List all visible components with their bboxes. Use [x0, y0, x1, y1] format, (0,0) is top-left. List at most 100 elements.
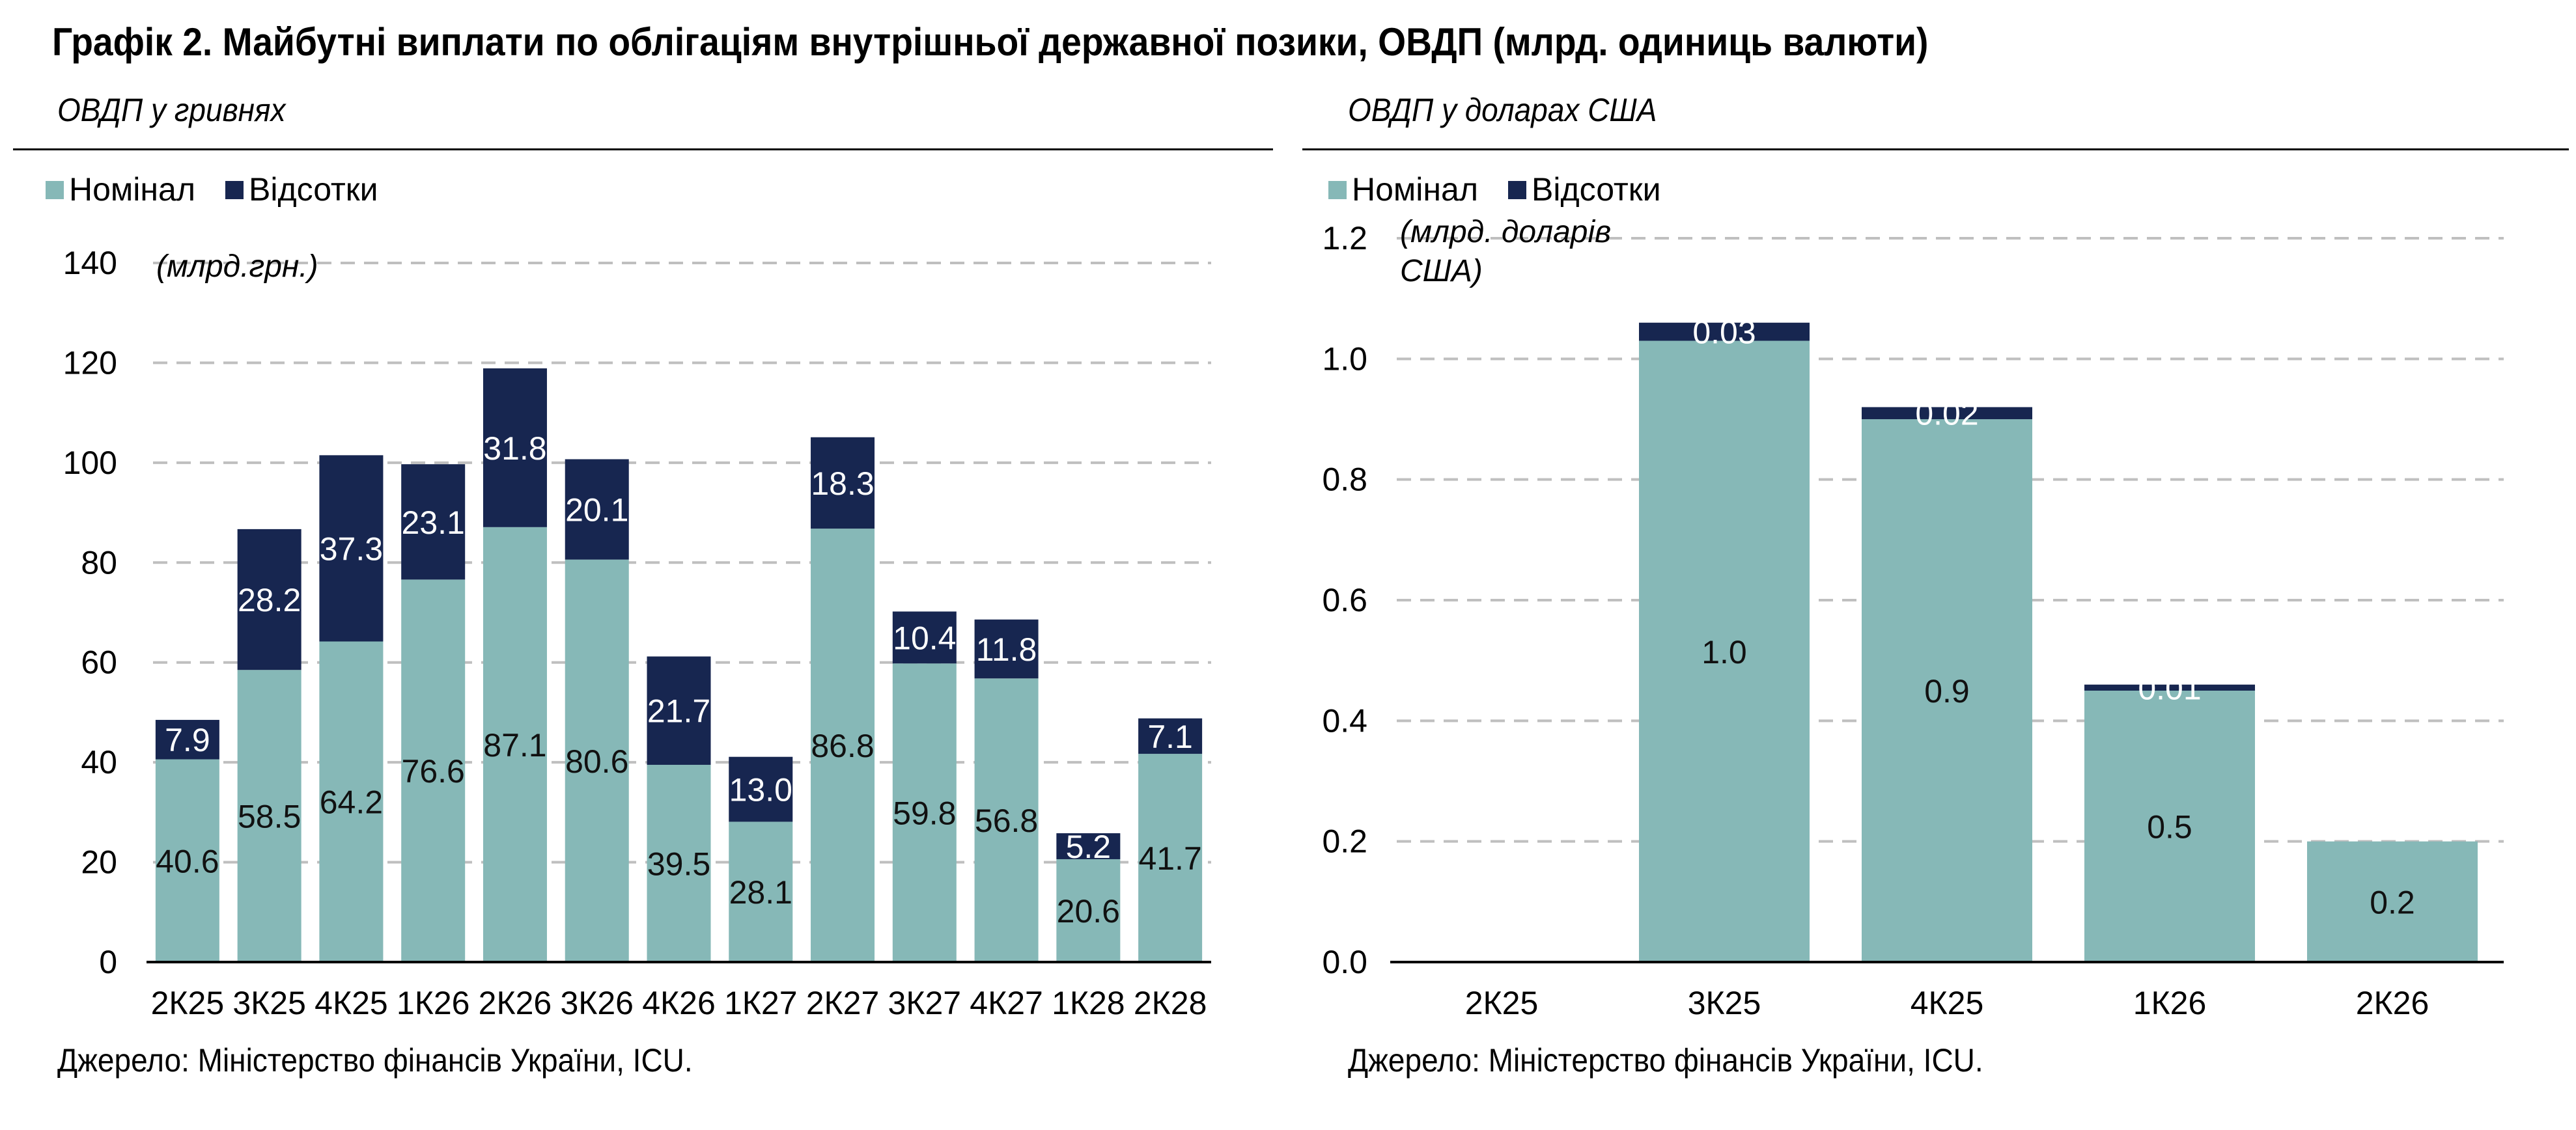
bar-interest — [811, 437, 875, 529]
x-tick-label: 2К27 — [806, 985, 880, 1021]
right-panel-rule — [1302, 148, 2569, 150]
chart-title: Графік 2. Майбутні виплати по облігаціям… — [52, 20, 1929, 64]
data-label-nominal: 41.7 — [1138, 840, 1201, 877]
data-label-interest: 5.2 — [1066, 829, 1112, 865]
bar-nominal — [155, 759, 219, 962]
legend-swatch-nominal — [1328, 181, 1347, 199]
data-label-nominal: 20.6 — [1057, 893, 1120, 930]
y-tick-label: 0.6 — [1322, 582, 1367, 618]
unit-note: (млрд.грн.) — [156, 249, 318, 284]
legend-swatch-nominal — [46, 181, 64, 199]
bar-interest — [892, 611, 957, 664]
y-tick-label: 1.2 — [1322, 220, 1367, 256]
left-panel-rule — [13, 148, 1273, 150]
bar-interest — [237, 529, 301, 670]
y-tick-label: 60 — [81, 644, 117, 681]
bar-nominal — [401, 579, 466, 962]
right-source-note: Джерело: Міністерство фінансів України, … — [1348, 1042, 1983, 1079]
legend-label-nominal: Номінал — [69, 171, 195, 208]
x-tick-label: 2К26 — [479, 985, 552, 1021]
bar-interest — [974, 619, 1039, 679]
bar-nominal — [974, 678, 1039, 962]
bar-interest — [1138, 718, 1203, 754]
x-tick-label: 4К27 — [970, 985, 1043, 1021]
y-tick-label: 0.0 — [1322, 944, 1367, 980]
left-panel-title: ОВДП у гривнях — [57, 92, 286, 128]
bar-interest — [647, 656, 711, 765]
bar-nominal — [2307, 841, 2478, 962]
data-label-interest: 7.9 — [165, 722, 210, 758]
bar-interest — [483, 368, 547, 527]
x-tick-label: 4К25 — [1911, 985, 1984, 1021]
unit-note: (млрд. доларів — [1400, 215, 1611, 249]
x-tick-label: 2К25 — [151, 985, 225, 1021]
x-tick-label: 4К25 — [315, 985, 388, 1021]
data-label-nominal: 40.6 — [156, 843, 219, 879]
x-tick-label: 2К25 — [1465, 985, 1539, 1021]
data-label-nominal: 87.1 — [483, 727, 546, 764]
y-tick-label: 40 — [81, 744, 117, 780]
data-label-interest: 28.2 — [238, 582, 301, 618]
y-tick-label: 0.2 — [1322, 823, 1367, 860]
x-tick-label: 2К26 — [2356, 985, 2429, 1021]
bar-interest — [1639, 322, 1810, 341]
data-label-nominal: 80.6 — [565, 743, 628, 780]
legend-label-nominal: Номінал — [1352, 171, 1478, 208]
bar-nominal — [1639, 340, 1810, 962]
data-label-interest: 31.8 — [483, 430, 546, 467]
legend-label-interest: Відсотки — [1532, 171, 1661, 208]
data-label-interest: 0.01 — [2138, 670, 2201, 706]
right-panel-title: ОВДП у доларах США — [1348, 92, 1657, 128]
data-label-interest: 20.1 — [565, 492, 628, 529]
x-tick-label: 1К27 — [724, 985, 798, 1021]
data-label-nominal: 76.6 — [402, 753, 465, 790]
data-label-nominal: 1.0 — [1701, 634, 1747, 670]
bar-nominal — [1056, 859, 1121, 962]
data-label-interest: 37.3 — [320, 531, 383, 567]
data-label-interest: 13.0 — [729, 772, 792, 808]
legend-swatch-interest — [1508, 181, 1526, 199]
bar-interest — [1056, 833, 1121, 859]
bar-interest — [155, 719, 219, 760]
data-label-nominal: 0.2 — [2370, 884, 2415, 920]
x-tick-label: 2К28 — [1134, 985, 1207, 1021]
data-label-interest: 7.1 — [1147, 719, 1193, 755]
bar-nominal — [647, 764, 711, 962]
data-label-nominal: 64.2 — [320, 784, 383, 821]
data-label-interest: 23.1 — [402, 504, 465, 541]
x-tick-label: 3К27 — [888, 985, 962, 1021]
y-tick-label: 0.4 — [1322, 702, 1367, 739]
bar-interest — [729, 756, 793, 822]
left-source-note: Джерело: Міністерство фінансів України, … — [57, 1042, 693, 1079]
legend-swatch-interest — [225, 181, 244, 199]
data-label-interest: 0.02 — [1915, 396, 1978, 432]
y-tick-label: 1.0 — [1322, 340, 1367, 377]
y-tick-label: 0 — [99, 944, 117, 980]
data-label-interest: 18.3 — [811, 465, 874, 502]
bar-nominal — [483, 527, 547, 962]
y-tick-label: 140 — [63, 245, 117, 281]
bar-nominal — [2084, 691, 2255, 962]
bar-nominal — [892, 663, 957, 962]
y-tick-label: 0.8 — [1322, 462, 1367, 498]
bar-nominal — [729, 821, 793, 962]
data-label-nominal: 58.5 — [238, 799, 301, 835]
bar-interest — [2084, 684, 2255, 691]
data-label-interest: 21.7 — [647, 693, 710, 730]
bar-nominal — [811, 529, 875, 962]
bar-nominal — [319, 641, 384, 962]
x-tick-label: 3К25 — [1688, 985, 1761, 1021]
bar-nominal — [237, 670, 301, 962]
data-label-nominal: 0.5 — [2147, 809, 2192, 846]
bar-nominal — [565, 559, 629, 962]
bar-nominal — [1138, 754, 1203, 962]
data-label-nominal: 59.8 — [893, 795, 956, 832]
data-label-nominal: 86.8 — [811, 728, 874, 764]
data-label-nominal: 0.9 — [1924, 673, 1970, 710]
x-tick-label: 4К26 — [642, 985, 716, 1021]
bar-interest — [565, 459, 629, 560]
y-tick-label: 80 — [81, 544, 117, 581]
y-tick-label: 120 — [63, 344, 117, 381]
data-label-nominal: 39.5 — [647, 846, 710, 882]
